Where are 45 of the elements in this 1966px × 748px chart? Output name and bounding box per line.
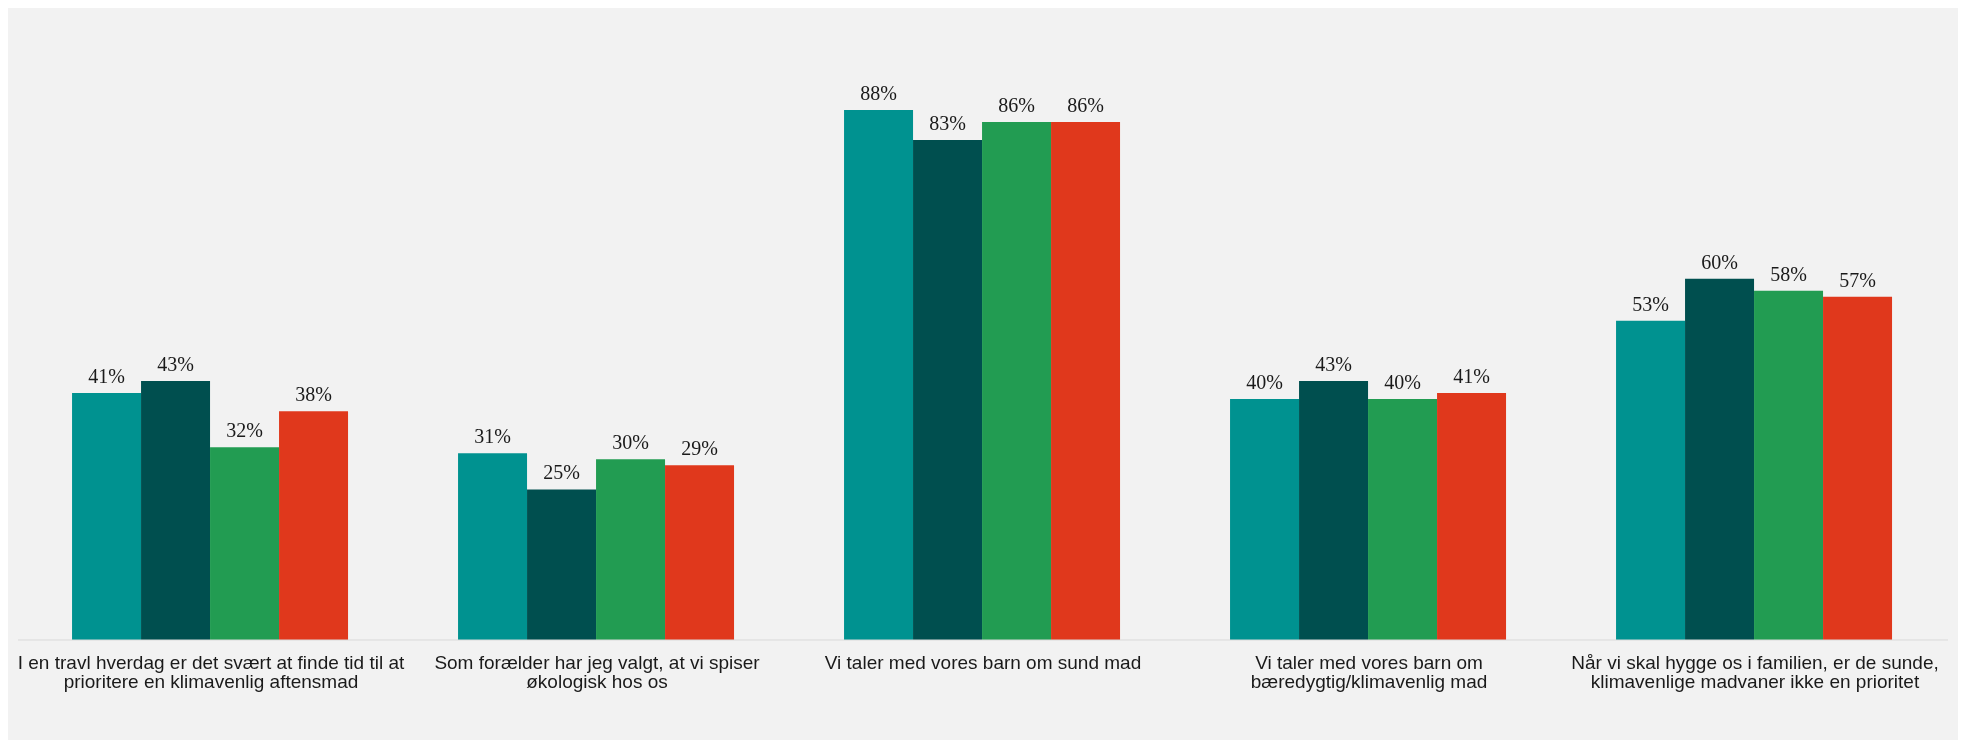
bar <box>1616 320 1686 640</box>
data-label: 31% <box>474 425 511 448</box>
bar <box>1230 399 1300 640</box>
data-label: 40% <box>1246 371 1283 394</box>
data-label: 60% <box>1701 250 1738 273</box>
bar <box>1823 296 1893 640</box>
data-label: 57% <box>1839 268 1876 291</box>
data-label: 83% <box>929 112 966 135</box>
data-label: 58% <box>1770 262 1807 285</box>
bar <box>982 122 1052 640</box>
bar <box>665 465 735 640</box>
bar <box>596 459 666 640</box>
data-label: 86% <box>998 94 1035 117</box>
bar <box>527 489 597 640</box>
bar <box>72 393 142 640</box>
data-label: 29% <box>681 437 718 460</box>
x-tick-label: I en travl hverdag er det svært at finde tid til at prioritere en klimavenlig aftensmad <box>17 652 405 693</box>
x-tick-label: Når vi skal hygge os i familien, er de sunde, klimavenlige madvaner ikke en prioritet <box>1571 652 1939 693</box>
data-label: 30% <box>612 431 649 454</box>
data-label: 41% <box>1453 365 1490 388</box>
data-label: 32% <box>226 419 263 442</box>
bar <box>141 381 211 640</box>
bar <box>210 447 280 640</box>
bar <box>1685 278 1755 640</box>
data-label: 88% <box>860 82 897 104</box>
bar <box>458 453 528 640</box>
data-label: 86% <box>1067 94 1104 117</box>
bar <box>1299 381 1369 640</box>
bar <box>279 411 349 640</box>
data-label: 41% <box>88 365 125 388</box>
bar <box>1368 399 1438 640</box>
x-tick-label: Vi taler med vores barn om sund mad <box>824 652 1142 674</box>
data-label: 38% <box>295 383 332 406</box>
x-tick-label: Som forælder har jeg valgt, at vi spiser økologisk hos os <box>434 652 761 693</box>
bar <box>1754 290 1824 640</box>
bar <box>913 140 983 640</box>
bar <box>1437 393 1507 640</box>
data-label: 43% <box>157 353 194 376</box>
data-label: 53% <box>1632 292 1669 315</box>
bar <box>1051 122 1121 640</box>
bar <box>844 110 914 640</box>
data-label: 25% <box>543 461 580 484</box>
data-label: 40% <box>1384 371 1421 394</box>
data-label: 43% <box>1315 353 1352 376</box>
x-tick-label: Vi taler med vores barn om bæredygtig/klimavenlig mad <box>1250 652 1488 693</box>
